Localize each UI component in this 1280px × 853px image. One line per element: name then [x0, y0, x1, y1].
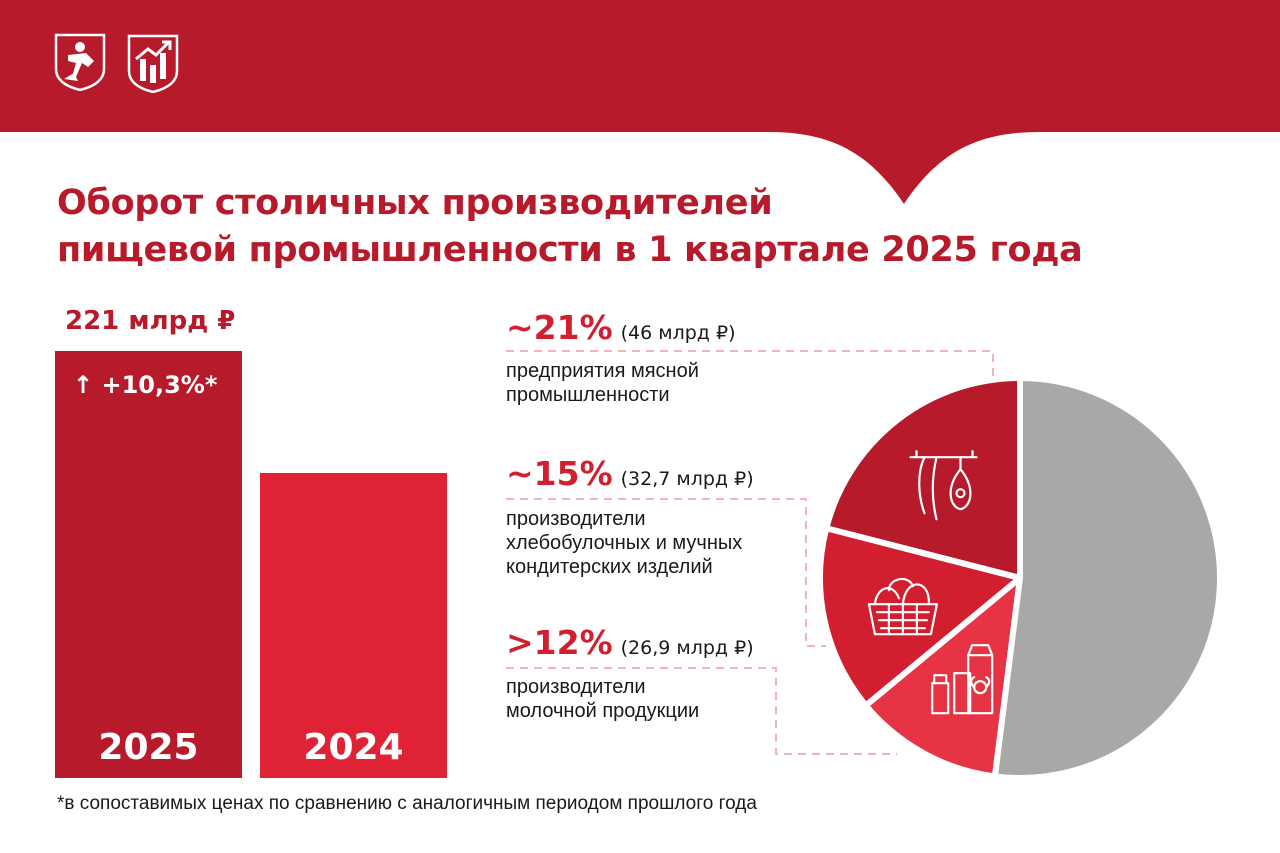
- bar-value-label: 221 млрд ₽: [65, 306, 236, 336]
- segment-abs-meat: (46 млрд ₽): [620, 322, 736, 344]
- pie-slice-bakery: [817, 524, 1027, 710]
- pie-slice-meat: [822, 374, 1023, 582]
- pie-slice-dairy: [861, 570, 1024, 780]
- title-line: Оборот столичных производителей: [57, 183, 773, 223]
- segment-pct-meat: ~21% (46 млрд ₽): [506, 308, 736, 347]
- bread-basket-icon: [867, 577, 939, 636]
- page-title: Оборот столичных производителей пищевой …: [57, 180, 1207, 274]
- segment-pct-bakery: ~15% (32,7 млрд ₽): [506, 454, 754, 493]
- growth-label: ↑ +10,3%*: [73, 371, 218, 399]
- dairy-icon: [931, 644, 994, 715]
- footnote: *в сопоставимых ценах по сравнению с ана…: [57, 793, 757, 814]
- segment-desc-meat: предприятия мясной промышленности: [506, 360, 699, 406]
- pie-slice-other: [991, 374, 1223, 781]
- segment-abs-dairy: (26,9 млрд ₽): [620, 637, 754, 659]
- moscow-coat-of-arms-logo: [54, 33, 106, 91]
- segment-desc-bakery: производители хлебобулочных и мучных конди…: [506, 508, 743, 578]
- segment-desc-dairy: производители молочной продукции: [506, 676, 700, 722]
- title-line: пищевой промышленности в 1 квартале 2025…: [57, 230, 1083, 270]
- bar-2025: ↑ +10,3%* 2025: [55, 351, 242, 778]
- bar-category-label: 2025: [98, 727, 199, 768]
- department-chart-logo: [127, 34, 179, 93]
- header-banner: [0, 0, 1280, 204]
- segment-pct-dairy: >12% (26,9 млрд ₽): [506, 623, 754, 662]
- segment-abs-bakery: (32,7 млрд ₽): [620, 468, 754, 490]
- bar-category-label: 2024: [303, 727, 404, 768]
- meat-icon: [909, 450, 978, 521]
- bar-2024: 2024: [260, 473, 447, 778]
